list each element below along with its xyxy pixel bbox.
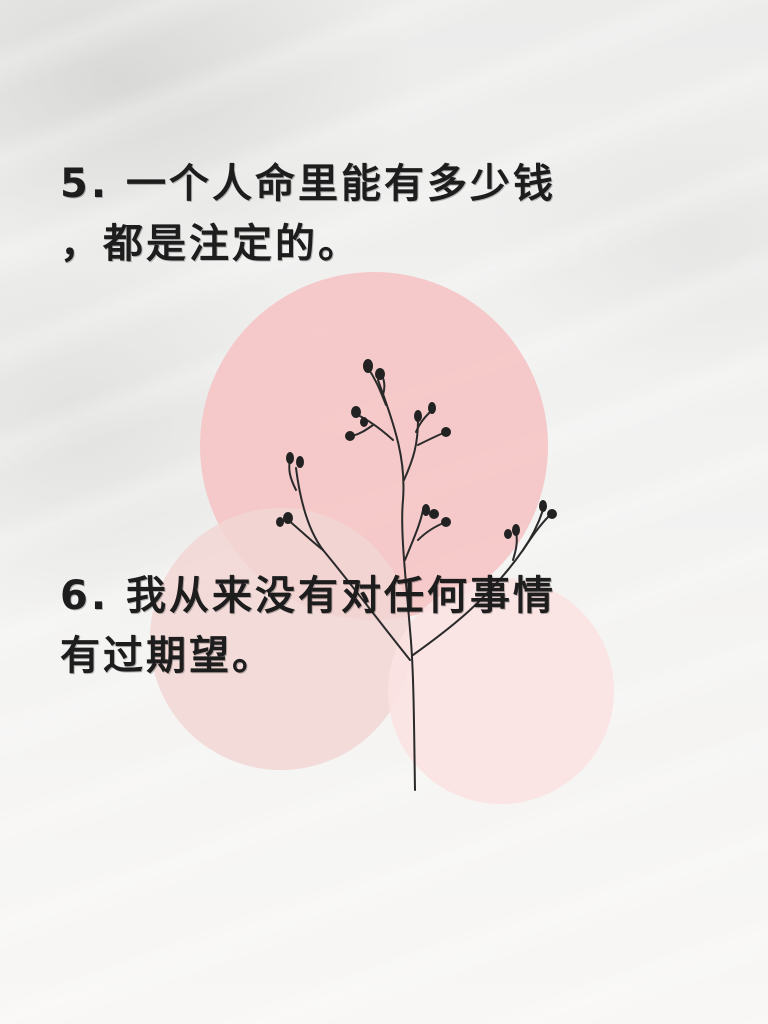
quote-5-line-1: 5. 一个人命里能有多少钱: [60, 161, 556, 207]
branch-silhouette-icon: [276, 359, 557, 791]
quote-6-line-2: 有过期望。: [60, 633, 275, 679]
pink-circle-right: [388, 578, 614, 804]
quote-5-line-2: ，都是注定的。: [60, 221, 361, 267]
quote-6-line-1: 6. 我从来没有对任何事情: [60, 573, 556, 619]
pink-circle-left: [150, 508, 412, 770]
quote-5: 5. 一个人命里能有多少钱 ，都是注定的。: [60, 154, 680, 274]
quote-6: 6. 我从来没有对任何事情 有过期望。: [60, 566, 680, 686]
